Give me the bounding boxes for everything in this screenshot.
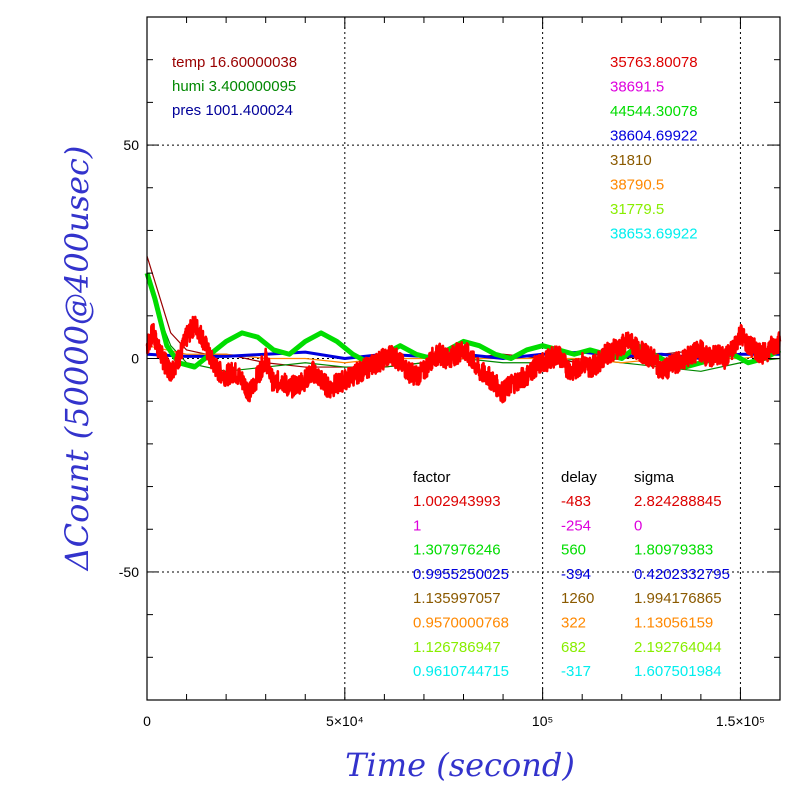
table-cell: 2.824288845 [634, 493, 722, 510]
y-axis-title: ΔCount (50000@400usec) [58, 146, 96, 573]
mean-value: 44544.30078 [610, 103, 698, 120]
data-series [144, 255, 782, 404]
x-axis-title: Time (second) [345, 746, 575, 784]
table-header: delay [561, 469, 597, 486]
table-cell: 1.13056159 [634, 615, 713, 632]
table-cell: 0.4202332795 [634, 566, 730, 583]
tick-labels: 0 5×10⁴ 10⁵ 1.5×10⁵ 50 0 -50 [119, 137, 765, 729]
mean-value: 38790.5 [610, 177, 664, 194]
table-cell: 0 [634, 517, 642, 534]
factor-table: factor delay sigma 1.002943993 -483 2.8242888… [413, 469, 730, 680]
x-tick-label: 5×10⁴ [326, 713, 364, 729]
table-cell: -394 [561, 566, 591, 583]
mean-value: 38691.5 [610, 79, 664, 96]
table-cell: 1.307976246 [413, 542, 501, 559]
table-cell: 1.607501984 [634, 663, 722, 680]
env-label: temp 16.60000038 [172, 54, 297, 71]
x-tick-label: 1.5×10⁵ [716, 713, 765, 729]
y-tick-label: -50 [119, 564, 139, 580]
mean-value: 35763.80078 [610, 54, 698, 71]
env-label: pres 1001.400024 [172, 102, 293, 119]
table-cell: 1.002943993 [413, 493, 501, 510]
table-header: factor [413, 469, 451, 486]
table-cell: 0.9610744715 [413, 663, 509, 680]
y-tick-label: 0 [131, 351, 139, 367]
mean-value: 31779.5 [610, 201, 664, 218]
table-header: sigma [634, 469, 675, 486]
env-label: humi 3.400000095 [172, 78, 296, 95]
x-tick-label: 10⁵ [532, 713, 553, 729]
table-cell: 1.994176865 [634, 590, 722, 607]
table-cell: 1260 [561, 590, 594, 607]
table-cell: 322 [561, 615, 586, 632]
table-cell: 1 [413, 517, 421, 534]
table-cell: 1.135997057 [413, 590, 501, 607]
table-cell: 682 [561, 639, 586, 656]
table-cell: -483 [561, 493, 591, 510]
table-cell: 0.9570000768 [413, 615, 509, 632]
table-cell: 2.192764044 [634, 639, 722, 656]
table-cell: 1.126786947 [413, 639, 501, 656]
table-cell: -254 [561, 517, 591, 534]
environment-labels: temp 16.60000038 humi 3.400000095 pres 100… [172, 54, 297, 119]
series-line [145, 315, 782, 404]
mean-value: 38653.69922 [610, 226, 698, 243]
mean-value: 31810 [610, 152, 652, 169]
table-cell: -317 [561, 663, 591, 680]
table-cell: 0.9955250025 [413, 566, 509, 583]
x-tick-label: 0 [143, 713, 151, 729]
table-cell: 1.80979383 [634, 542, 713, 559]
table-cell: 560 [561, 542, 586, 559]
tick-marks [146, 16, 781, 701]
y-tick-label: 50 [123, 137, 139, 153]
mean-values: 35763.80078 38691.5 44544.30078 38604.69922… [610, 54, 698, 243]
mean-value: 38604.69922 [610, 128, 698, 145]
